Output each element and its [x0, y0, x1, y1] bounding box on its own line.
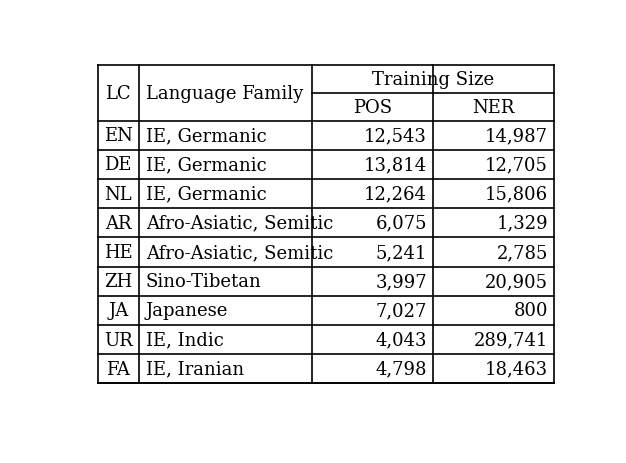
Text: ZH: ZH	[104, 273, 132, 291]
Text: IE, Germanic: IE, Germanic	[146, 127, 267, 145]
Text: 14,987: 14,987	[485, 127, 548, 145]
Text: NL: NL	[105, 185, 132, 203]
Text: 2,785: 2,785	[496, 244, 548, 262]
Text: AR: AR	[105, 214, 131, 232]
Text: FA: FA	[106, 360, 130, 378]
Text: Japanese: Japanese	[146, 302, 228, 320]
Text: 15,806: 15,806	[485, 185, 548, 203]
Text: 12,705: 12,705	[485, 156, 548, 174]
Text: Afro-Asiatic, Semitic: Afro-Asiatic, Semitic	[146, 244, 334, 262]
Text: LC: LC	[105, 85, 131, 103]
Text: IE, Germanic: IE, Germanic	[146, 185, 267, 203]
Text: 12,264: 12,264	[364, 185, 427, 203]
Text: 20,905: 20,905	[485, 273, 548, 291]
Text: 6,075: 6,075	[376, 214, 427, 232]
Text: 800: 800	[513, 302, 548, 320]
Text: JA: JA	[108, 302, 128, 320]
Text: 4,798: 4,798	[376, 360, 427, 378]
Text: Afro-Asiatic, Semitic: Afro-Asiatic, Semitic	[146, 214, 334, 232]
Text: NER: NER	[472, 99, 515, 117]
Text: 1,329: 1,329	[496, 214, 548, 232]
Text: Language Family: Language Family	[146, 85, 303, 103]
Text: EN: EN	[104, 127, 133, 145]
Text: 7,027: 7,027	[376, 302, 427, 320]
Text: IE, Iranian: IE, Iranian	[146, 360, 244, 378]
Text: HE: HE	[104, 244, 133, 262]
Text: POS: POS	[353, 99, 392, 117]
Text: IE, Indic: IE, Indic	[146, 331, 224, 349]
Text: 12,543: 12,543	[364, 127, 427, 145]
Text: 13,814: 13,814	[364, 156, 427, 174]
Text: 3,997: 3,997	[376, 273, 427, 291]
Text: Sino-Tibetan: Sino-Tibetan	[146, 273, 262, 291]
Text: 18,463: 18,463	[485, 360, 548, 378]
Text: IE, Germanic: IE, Germanic	[146, 156, 267, 174]
Text: 289,741: 289,741	[473, 331, 548, 349]
Text: DE: DE	[105, 156, 132, 174]
Text: UR: UR	[104, 331, 133, 349]
Text: 5,241: 5,241	[376, 244, 427, 262]
Text: Training Size: Training Size	[372, 71, 494, 89]
Text: 4,043: 4,043	[376, 331, 427, 349]
